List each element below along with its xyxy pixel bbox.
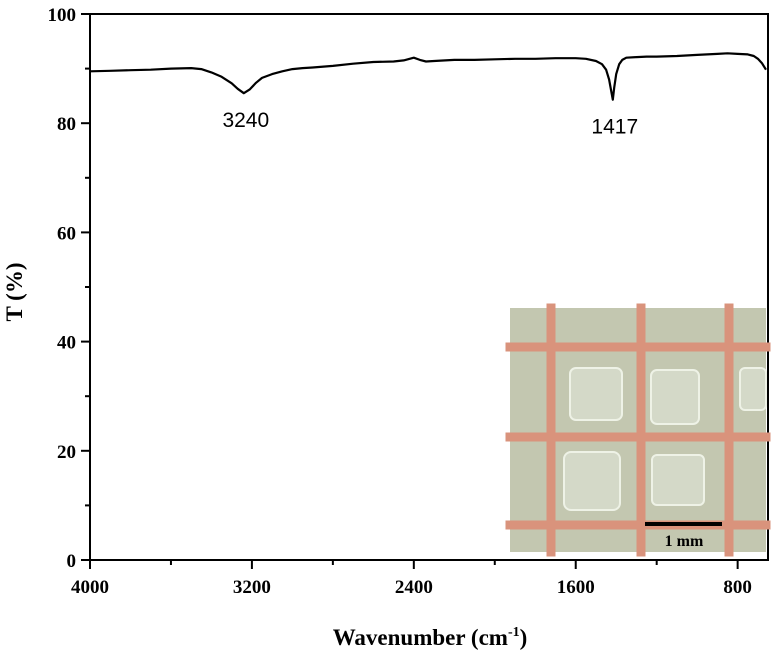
y-tick-label: 20 [57, 442, 76, 463]
x-axis-ticks: 4000 3200 2400 1600 800 [71, 560, 752, 598]
x-tick-label: 3200 [233, 577, 271, 598]
y-tick-label: 100 [48, 5, 77, 26]
inset-crystals [563, 367, 767, 511]
x-tick-label: 2400 [395, 577, 433, 598]
y-tick-label: 40 [57, 333, 76, 354]
peak-label: 3240 [222, 109, 269, 132]
y-tick-label: 0 [67, 551, 77, 572]
x-tick-label: 1600 [557, 577, 595, 598]
inset-photo: 1 mm [505, 303, 771, 557]
transmittance-line [90, 52, 767, 101]
y-axis-ticks: 0 20 40 60 80 100 [48, 5, 90, 572]
y-tick-label: 60 [57, 223, 76, 244]
x-tick-label: 4000 [71, 577, 109, 598]
inset-grid-lines [505, 303, 771, 557]
peak-annotations: 3240 1417 [222, 109, 638, 139]
y-tick-label: 80 [57, 114, 76, 135]
peak-label: 1417 [591, 116, 638, 139]
x-axis-title: Wavenumber (cm-1) [333, 625, 528, 650]
scale-bar-label: 1 mm [665, 533, 704, 550]
y-axis-title: T (%) [2, 263, 27, 322]
x-tick-label: 800 [723, 577, 752, 598]
